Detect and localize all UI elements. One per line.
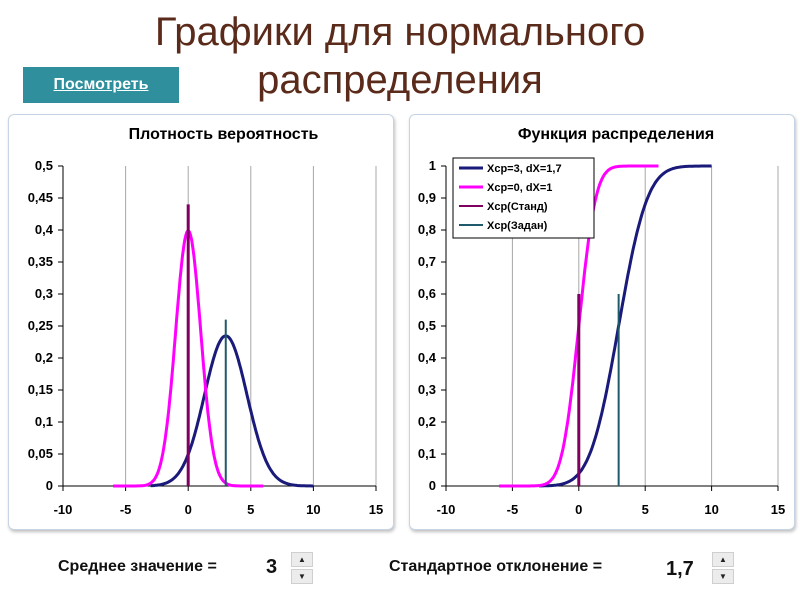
mean-label: Среднее значение = xyxy=(58,558,217,575)
arrow-up-icon: ▲ xyxy=(719,554,727,564)
cdf-chart: Функция распределения -10 -5 0 5 10 15 0 0,1 0,2 0… xyxy=(418,126,785,517)
y-tick-label: 0,5 xyxy=(418,318,436,333)
sd-decrement-button[interactable]: ▼ xyxy=(712,569,734,584)
x-tick-label: 10 xyxy=(306,502,320,517)
x-tick-label: 15 xyxy=(369,502,383,517)
x-tick-label: -10 xyxy=(54,502,73,517)
y-tick-label: 0,05 xyxy=(28,446,53,461)
y-tick-label: 0,1 xyxy=(418,446,436,461)
y-tick-label: 0,15 xyxy=(28,382,53,397)
legend-entry: Хср=0, dX=1 xyxy=(487,182,552,194)
legend-entry: Хср(Задан) xyxy=(487,220,548,232)
sd-label: Стандартное отклонение = xyxy=(389,558,603,575)
series-line xyxy=(539,164,712,488)
chart-title: Функция распределения xyxy=(518,126,714,143)
mean-spinner[interactable]: ▲ ▼ xyxy=(291,552,313,584)
y-tick-label: 0,45 xyxy=(28,190,53,205)
density-chart: Плотность вероятность -10 -5 0 5 10 15 0 0,05 0,1… xyxy=(28,126,384,517)
legend-entry: Хср=3, dX=1,7 xyxy=(487,163,562,175)
legend-frame xyxy=(452,157,595,239)
y-tick-label: 0,8 xyxy=(418,222,436,237)
legend-entry: Хср(Станд) xyxy=(487,201,548,213)
y-tick-label: 0,9 xyxy=(418,190,436,205)
x-tick-label: 5 xyxy=(247,502,254,517)
view-button[interactable]: Посмотреть xyxy=(23,67,179,103)
mean-decrement-button[interactable]: ▼ xyxy=(291,569,313,584)
x-tick-label: -5 xyxy=(120,502,132,517)
y-tick-label: 0,4 xyxy=(35,222,54,237)
y-tick-label: 0,6 xyxy=(418,286,436,301)
sd-value[interactable]: 1,7 xyxy=(666,558,694,580)
cdf-chart-panel: Функция распределения -10 -5 0 5 10 15 0 0,1 0,2 0… xyxy=(409,114,795,530)
y-tick-label: 0,2 xyxy=(35,350,53,365)
x-tick-label: 10 xyxy=(704,502,718,517)
y-tick-label: 0,4 xyxy=(418,350,437,365)
mean-value[interactable]: 3 xyxy=(266,556,278,578)
chart-title: Плотность вероятность xyxy=(129,126,319,143)
chart-legend: Хср=3, dX=1,7 Хср=0, dX=1 Хср(Станд) Хср(За… xyxy=(452,157,595,239)
series-line xyxy=(150,334,314,488)
density-chart-panel: Плотность вероятность -10 -5 0 5 10 15 0 0,05 0,1… xyxy=(8,114,394,530)
x-tick-label: -5 xyxy=(507,502,519,517)
y-tick-label: 0 xyxy=(46,478,53,493)
y-tick-label: 0,1 xyxy=(35,414,53,429)
y-tick-label: 0,3 xyxy=(418,382,436,397)
x-tick-label: 0 xyxy=(185,502,192,517)
x-tick-label: -10 xyxy=(437,502,456,517)
sd-increment-button[interactable]: ▲ xyxy=(712,552,734,567)
y-tick-label: 0,25 xyxy=(28,318,53,333)
y-tick-label: 0,2 xyxy=(418,414,436,429)
x-tick-label: 0 xyxy=(575,502,582,517)
mean-increment-button[interactable]: ▲ xyxy=(291,552,313,567)
y-tick-label: 0 xyxy=(429,478,436,493)
y-tick-label: 0,5 xyxy=(35,158,53,173)
sd-spinner[interactable]: ▲ ▼ xyxy=(712,552,734,584)
arrow-up-icon: ▲ xyxy=(298,554,306,564)
y-tick-label: 0,35 xyxy=(28,254,53,269)
x-tick-label: 15 xyxy=(771,502,785,517)
y-tick-label: 0,3 xyxy=(35,286,53,301)
page-title: Графики для нормального распределения xyxy=(154,10,646,102)
y-tick-label: 1 xyxy=(429,158,436,173)
arrow-down-icon: ▼ xyxy=(719,571,727,581)
arrow-down-icon: ▼ xyxy=(298,571,306,581)
x-tick-label: 5 xyxy=(642,502,649,517)
y-tick-label: 0,7 xyxy=(418,254,436,269)
